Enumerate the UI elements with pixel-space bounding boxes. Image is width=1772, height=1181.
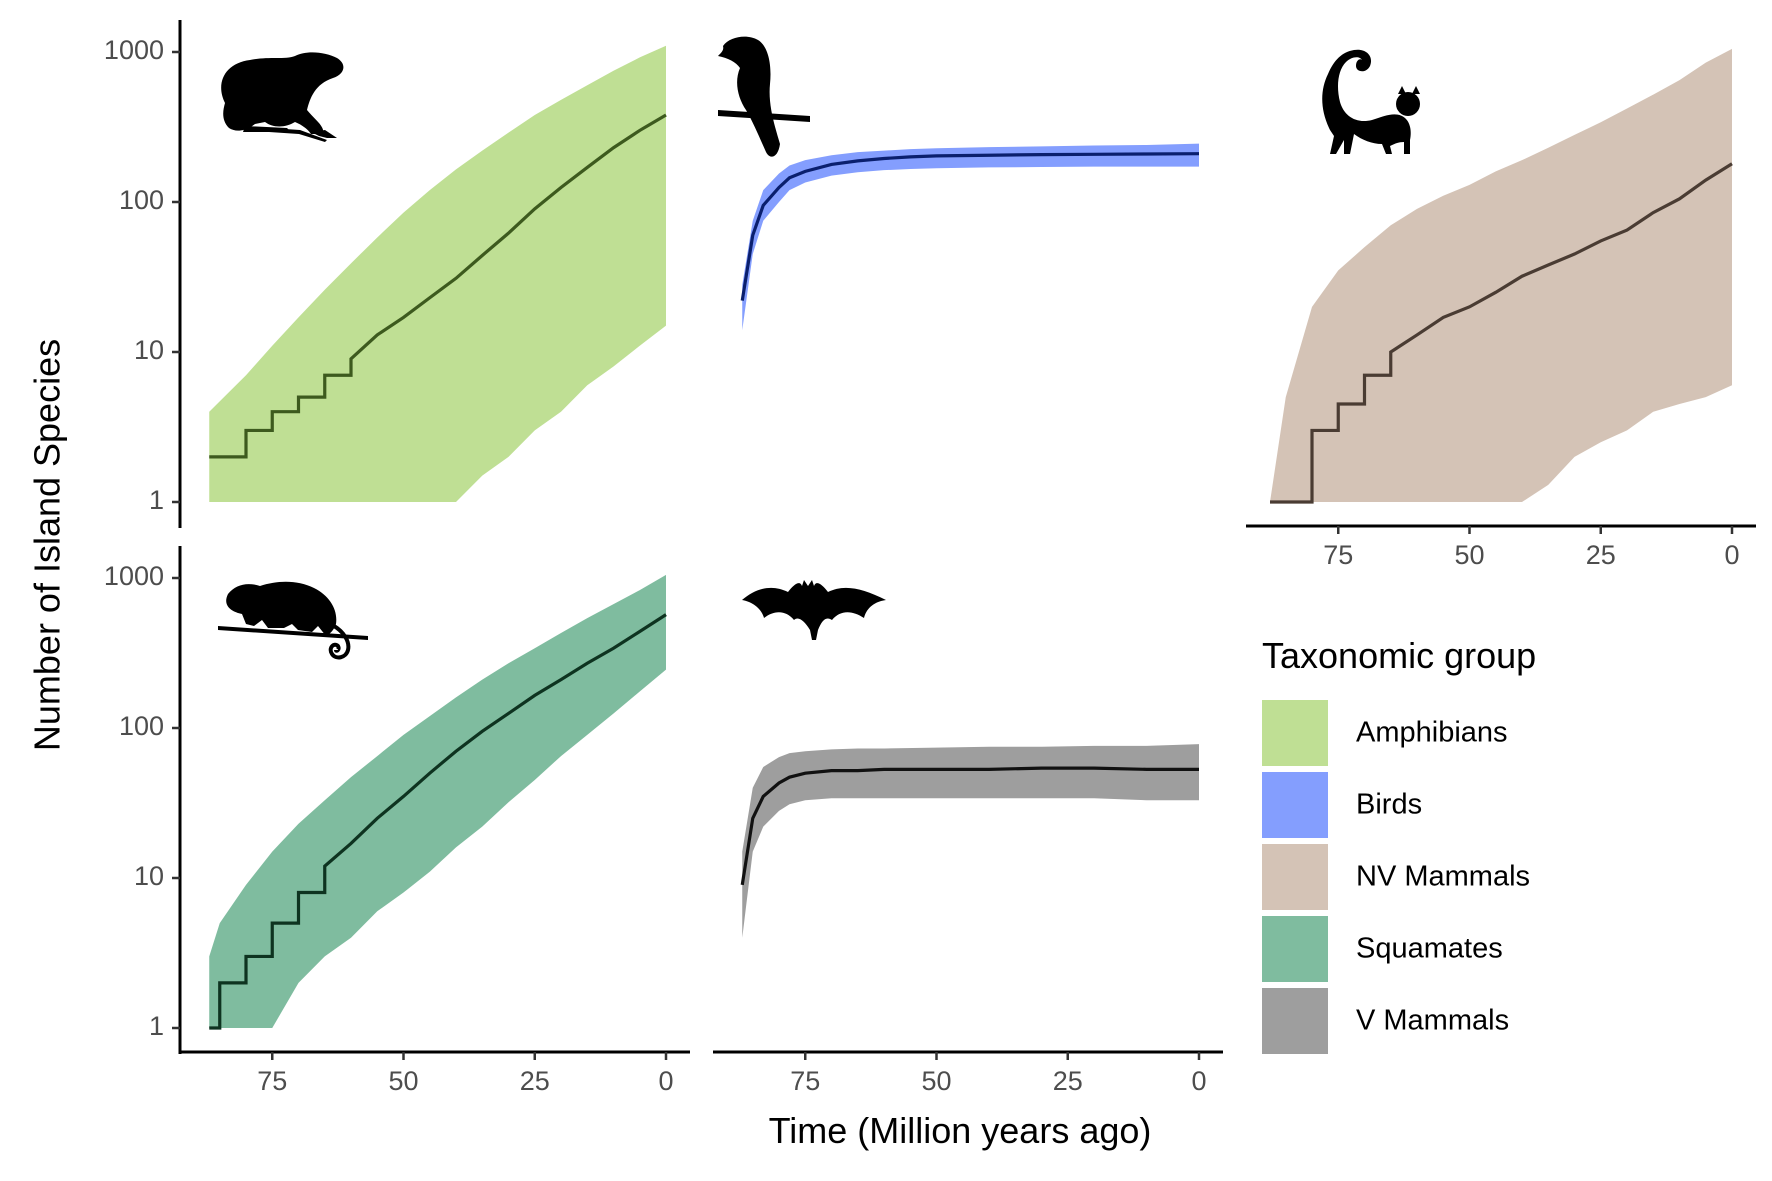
- legend-label: V Mammals: [1356, 1005, 1509, 1037]
- legend: Taxonomic group Amphibians Birds NV Mammal…: [1262, 635, 1536, 1054]
- legend-label: Squamates: [1356, 933, 1503, 965]
- legend-item-birds: Birds: [1262, 772, 1422, 838]
- median-line-v-mammals: [740, 766, 1199, 886]
- x-axis-title: Time (Million years ago): [769, 1110, 1152, 1151]
- chameleon-icon: [218, 581, 368, 660]
- x-tick-label: 0: [658, 1066, 673, 1096]
- y-tick-label: 10: [134, 861, 164, 891]
- legend-item-squamates: Squamates: [1262, 916, 1503, 982]
- legend-title: Taxonomic group: [1262, 635, 1536, 676]
- median-line-amphibians: [209, 113, 667, 459]
- x-tick-label: 75: [257, 1066, 287, 1096]
- x-tick-label: 75: [1323, 540, 1353, 570]
- ribbon-birds: [742, 143, 1199, 331]
- legend-items: Amphibians Birds NV Mammals Squamates V Mamm…: [1262, 700, 1530, 1054]
- y-tick-label: 10: [134, 335, 164, 365]
- x-axis-nv-mammals: 75 50 25 0: [1246, 524, 1756, 570]
- legend-swatch: [1262, 772, 1328, 838]
- panel-birds: [740, 143, 1200, 331]
- legend-label: Amphibians: [1356, 717, 1508, 749]
- legend-swatch: [1262, 700, 1328, 766]
- frog-icon: [221, 52, 344, 142]
- panel-squamates: [209, 574, 667, 1030]
- ribbon-nv-mammals: [1270, 48, 1732, 503]
- taxon-icons: [218, 36, 1420, 660]
- x-tick-label: 0: [1724, 540, 1739, 570]
- x-axis-v-mammals: 75 50 25 0: [713, 1050, 1223, 1096]
- legend-swatch: [1262, 988, 1328, 1054]
- x-tick-label: 25: [1053, 1066, 1083, 1096]
- x-tick-label: 75: [790, 1066, 820, 1096]
- median-line-squamates: [209, 613, 667, 1030]
- x-tick-label: 50: [388, 1066, 418, 1096]
- legend-label: Birds: [1356, 789, 1422, 821]
- legend-item-nv-mammals: NV Mammals: [1262, 844, 1530, 910]
- x-tick-label: 50: [921, 1066, 951, 1096]
- lemur-icon: [1322, 49, 1420, 154]
- x-tick-label: 0: [1191, 1066, 1206, 1096]
- median-line-nv-mammals: [1270, 162, 1733, 504]
- y-tick-label: 1000: [104, 561, 164, 591]
- legend-swatch: [1262, 844, 1328, 910]
- y-tick-label: 100: [119, 711, 164, 741]
- panel-nv-mammals: [1270, 48, 1733, 504]
- panel-v-mammals: [740, 744, 1199, 938]
- chart-panels: [209, 45, 1733, 1030]
- ribbon-v-mammals: [742, 744, 1199, 938]
- x-tick-label: 25: [520, 1066, 550, 1096]
- legend-item-amphibians: Amphibians: [1262, 700, 1508, 766]
- y-tick-label: 1: [149, 485, 164, 515]
- y-tick-label: 1: [149, 1011, 164, 1041]
- y-tick-label: 1000: [104, 35, 164, 65]
- bat-icon: [742, 580, 886, 640]
- legend-item-v-mammals: V Mammals: [1262, 988, 1509, 1054]
- bird-icon: [718, 36, 810, 157]
- legend-label: NV Mammals: [1356, 861, 1530, 893]
- y-axis-top: 1 10 100 1000: [104, 20, 182, 528]
- median-line-birds: [740, 152, 1200, 301]
- x-axis-squamates: 75 50 25 0: [180, 1050, 690, 1096]
- y-axis-bottom: 1 10 100 1000: [104, 546, 182, 1054]
- x-tick-label: 50: [1454, 540, 1484, 570]
- legend-swatch: [1262, 916, 1328, 982]
- chart-axes: 1 10 100 1000 1 10 100 1000 75 50 25 0 75 50 25 0 75 50 25…: [104, 20, 1756, 1096]
- ribbon-squamates: [209, 574, 666, 1028]
- panel-amphibians: [209, 45, 667, 502]
- y-axis-title: Number of Island Species: [27, 339, 68, 751]
- x-tick-label: 25: [1586, 540, 1616, 570]
- y-tick-label: 100: [119, 185, 164, 215]
